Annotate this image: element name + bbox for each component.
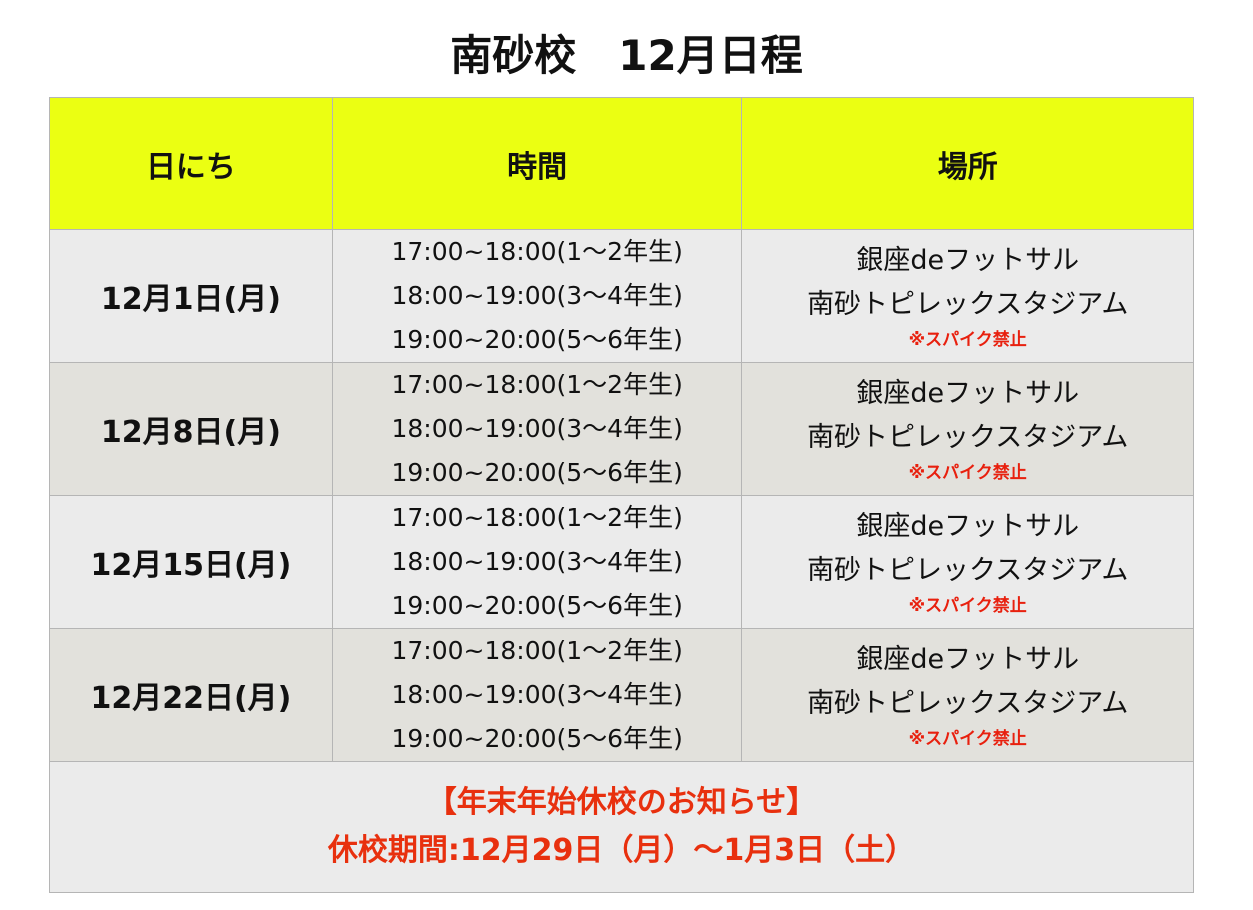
place-cell: 銀座deフットサル南砂トピレックスタジアム ※スパイク禁止 (741, 362, 1194, 496)
place-name: 銀座deフットサル (856, 245, 1080, 276)
place-cell: 銀座deフットサル南砂トピレックスタジアム ※スパイク禁止 (741, 229, 1194, 363)
spike-note: ※スパイク禁止 (908, 463, 1027, 483)
time-slot: 19:00~20:00(5〜6年生) (391, 591, 683, 620)
place-cell: 銀座deフットサル南砂トピレックスタジアム ※スパイク禁止 (741, 628, 1194, 762)
table-row: 12月8日(月) 17:00~18:00(1〜2年生) 18:00~19:00(3〜… (49, 362, 1194, 496)
page-title: 南砂校 12月日程 (450, 31, 803, 80)
place-name: 銀座deフットサル (856, 378, 1080, 409)
notice-period: 休校期間:12月29日（月）〜1月3日（土） (327, 833, 916, 868)
schedule-table: 日にち 時間 場所 12月1日(月) 17:00~18:00(1〜2年生) 18:0… (49, 97, 1194, 893)
time-cell: 17:00~18:00(1〜2年生) 18:00~19:00(3〜4年生) 19:0… (331, 495, 743, 629)
time-slot: 17:00~18:00(1〜2年生) (391, 636, 683, 665)
spike-note: ※スパイク禁止 (908, 596, 1027, 616)
place-name: 銀座deフットサル (856, 644, 1080, 675)
notice-heading: 【年末年始休校のお知らせ】 (426, 785, 817, 820)
place-name: 南砂トピレックスタジアム (807, 688, 1129, 719)
notice-row: 【年末年始休校のお知らせ】 休校期間:12月29日（月）〜1月3日（土） (49, 761, 1194, 893)
table-row: 12月22日(月) 17:00~18:00(1〜2年生) 18:00~19:00(3… (49, 628, 1194, 762)
place-name: 南砂トピレックスタジアム (807, 555, 1129, 586)
time-slot: 19:00~20:00(5〜6年生) (391, 458, 683, 487)
header-date: 日にち (49, 97, 333, 230)
time-slot: 18:00~19:00(3〜4年生) (391, 281, 683, 310)
time-slot: 17:00~18:00(1〜2年生) (391, 370, 683, 399)
time-cell: 17:00~18:00(1〜2年生) 18:00~19:00(3〜4年生) 19:0… (331, 362, 743, 496)
table-row: 12月1日(月) 17:00~18:00(1〜2年生) 18:00~19:00(3〜… (49, 229, 1194, 363)
time-slot: 17:00~18:00(1〜2年生) (391, 503, 683, 532)
spike-note: ※スパイク禁止 (908, 729, 1027, 749)
date-cell: 12月8日(月) (49, 362, 333, 496)
place-cell: 銀座deフットサル南砂トピレックスタジアム ※スパイク禁止 (741, 495, 1194, 629)
place-name: 南砂トピレックスタジアム (807, 422, 1129, 453)
time-slot: 19:00~20:00(5〜6年生) (391, 724, 683, 753)
date-cell: 12月15日(月) (49, 495, 333, 629)
time-slot: 18:00~19:00(3〜4年生) (391, 680, 683, 709)
time-slot: 19:00~20:00(5〜6年生) (391, 325, 683, 354)
time-cell: 17:00~18:00(1〜2年生) 18:00~19:00(3〜4年生) 19:0… (331, 229, 743, 363)
place-name: 南砂トピレックスタジアム (807, 289, 1129, 320)
time-slot: 18:00~19:00(3〜4年生) (391, 547, 683, 576)
table-row: 12月15日(月) 17:00~18:00(1〜2年生) 18:00~19:00(3… (49, 495, 1194, 629)
time-cell: 17:00~18:00(1〜2年生) 18:00~19:00(3〜4年生) 19:0… (331, 628, 743, 762)
time-slot: 18:00~19:00(3〜4年生) (391, 414, 683, 443)
date-cell: 12月22日(月) (49, 628, 333, 762)
header-time: 時間 (331, 97, 743, 230)
date-cell: 12月1日(月) (49, 229, 333, 363)
header-place: 場所 (741, 97, 1194, 230)
place-name: 銀座deフットサル (856, 511, 1080, 542)
spike-note: ※スパイク禁止 (908, 330, 1027, 350)
time-slot: 17:00~18:00(1〜2年生) (391, 237, 683, 266)
